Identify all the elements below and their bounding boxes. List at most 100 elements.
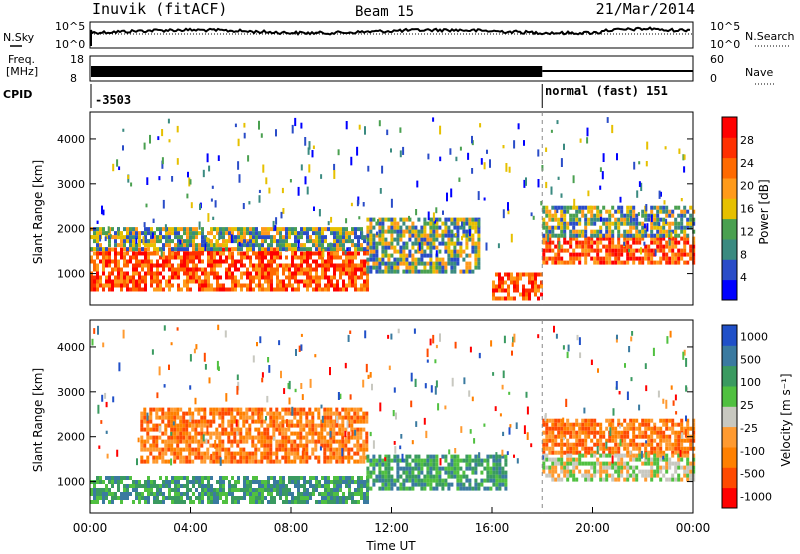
heatmap-cell <box>222 287 225 292</box>
noise-search-label: N.Search <box>745 30 795 43</box>
heatmap-cell <box>266 451 270 456</box>
heatmap-cell <box>408 233 412 238</box>
heatmap-cell <box>276 275 279 280</box>
heatmap-cell <box>441 237 445 242</box>
heatmap-cell <box>435 462 439 467</box>
heatmap-cell <box>537 272 540 277</box>
heatmap-cell <box>575 446 579 451</box>
heatmap-cell <box>614 450 618 455</box>
heatmap-cell <box>267 480 270 484</box>
heatmap-cell <box>465 237 469 242</box>
heatmap-cell <box>339 496 342 500</box>
heatmap-cell <box>270 275 273 280</box>
heatmap-cell <box>222 259 225 264</box>
heatmap-cell <box>375 241 379 246</box>
heatmap-cell <box>675 411 678 415</box>
heatmap-cell <box>557 450 561 455</box>
heatmap-cell <box>507 284 510 289</box>
heatmap-cell <box>384 249 388 254</box>
heatmap-cell <box>149 419 153 424</box>
heatmap-cell <box>596 260 600 265</box>
heatmap-cell <box>140 459 144 464</box>
heatmap-cell <box>203 423 207 428</box>
heatmap-cell <box>362 459 366 464</box>
heatmap-cell <box>272 431 276 436</box>
heatmap-cell <box>161 411 165 416</box>
heatmap-cell <box>219 255 222 260</box>
heatmap-cell <box>294 271 297 276</box>
heatmap-cell <box>194 419 198 424</box>
heatmap-cell <box>270 259 273 264</box>
heatmap-cell <box>599 438 603 443</box>
heatmap-cell <box>327 283 330 288</box>
heatmap-cell <box>354 429 357 436</box>
heatmap-cell <box>183 263 186 268</box>
heatmap-cell <box>342 247 345 252</box>
heatmap-cell <box>323 427 327 432</box>
heatmap-cell <box>396 466 400 471</box>
heatmap-cell <box>335 455 339 460</box>
heatmap-cell <box>126 263 129 268</box>
heatmap-cell <box>357 247 360 252</box>
heatmap-cell <box>450 458 454 463</box>
heatmap-cell <box>623 241 626 246</box>
heatmap-cell <box>668 229 672 234</box>
heatmap-cell <box>105 275 108 280</box>
heatmap-cell <box>193 348 196 354</box>
heatmap-cell <box>339 235 342 240</box>
heatmap-cell <box>540 280 543 285</box>
heatmap-cell <box>522 292 525 297</box>
heatmap-cell <box>338 455 342 460</box>
heatmap-cell <box>146 431 150 436</box>
heatmap-cell <box>356 146 359 156</box>
heatmap-cell <box>523 179 526 188</box>
heatmap-cell <box>168 480 171 484</box>
heatmap-cell <box>396 241 400 246</box>
heatmap-cell <box>590 477 594 482</box>
heatmap-cell <box>354 247 357 252</box>
heatmap-cell <box>323 443 327 448</box>
heatmap-cell <box>468 462 472 467</box>
heatmap-cell <box>219 283 222 288</box>
heatmap-cell <box>216 492 219 496</box>
heatmap-cell <box>504 482 508 487</box>
heatmap-cell <box>692 236 696 241</box>
heatmap-cell <box>155 407 159 412</box>
heatmap-cell <box>158 447 162 452</box>
heatmap-cell <box>605 441 608 449</box>
heatmap-cell <box>617 252 621 257</box>
heatmap-cell <box>212 431 216 436</box>
heatmap-cell <box>495 296 498 301</box>
heatmap-cell <box>102 488 105 492</box>
heatmap-cell <box>554 457 558 462</box>
colorbar-swatch <box>722 178 737 199</box>
heatmap-cell <box>450 257 454 262</box>
heatmap-cell <box>414 269 418 274</box>
heatmap-cell <box>264 251 267 256</box>
heatmap-cell <box>201 231 204 236</box>
heatmap-cell <box>626 446 630 451</box>
heatmap-cell <box>545 473 549 478</box>
heatmap-cell <box>354 480 357 484</box>
heatmap-cell <box>158 425 161 433</box>
heatmap-cell <box>192 251 195 256</box>
heatmap-cell <box>336 480 339 484</box>
heatmap-cell <box>168 227 171 232</box>
heatmap-cell <box>267 283 270 288</box>
heatmap-cell <box>659 236 663 241</box>
heatmap-cell <box>261 500 264 504</box>
heatmap-cell <box>168 275 171 280</box>
heatmap-cell <box>587 217 591 222</box>
heatmap-cell <box>637 212 640 216</box>
heatmap-cell <box>632 473 636 478</box>
heatmap-cell <box>176 427 180 432</box>
heatmap-cell <box>140 455 144 460</box>
heatmap-cell <box>513 140 516 149</box>
heatmap-cell <box>504 462 508 467</box>
heatmap-cell <box>614 209 618 214</box>
heatmap-cell <box>494 406 497 412</box>
heatmap-cell <box>458 177 461 182</box>
heatmap-cell <box>213 500 216 504</box>
heatmap-cell <box>351 271 354 276</box>
